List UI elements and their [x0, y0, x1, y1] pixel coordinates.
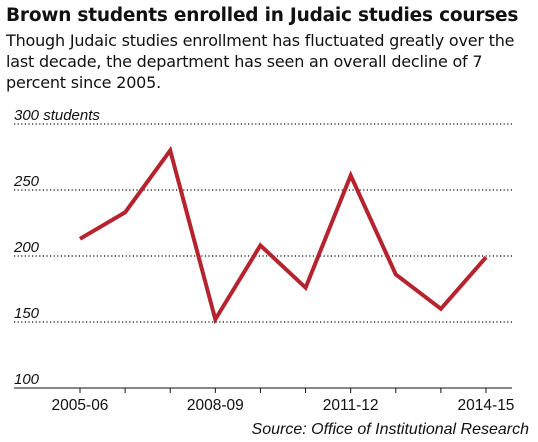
y-tick-label: 100 [14, 371, 40, 388]
y-tick-label: 150 [14, 305, 40, 322]
x-tick-labels: 2005-06 2008-09 2011-12 2014-15 [52, 397, 515, 414]
y-tick-label: 300 students [14, 107, 100, 124]
y-tick-labels: 100 150 200 250 300 students [13, 107, 100, 388]
y-tick-label: 250 [13, 173, 40, 190]
series-layer [78, 145, 488, 325]
x-tick-label: 2014-15 [458, 397, 515, 414]
y-tick-label: 200 [13, 239, 40, 256]
x-tick-label: 2011-12 [323, 397, 379, 414]
gridlines [14, 123, 512, 323]
x-tick-label: 2005-06 [52, 397, 109, 414]
x-tick-label: 2008-09 [187, 397, 244, 414]
chart-title: Brown students enrolled in Judaic studie… [6, 5, 519, 26]
x-ticks [79, 388, 487, 393]
chart-subtitle: Though Judaic studies enrollment has flu… [6, 31, 515, 92]
series-line [78, 145, 488, 325]
source-note: Source: Office of Institutional Research [252, 421, 530, 438]
